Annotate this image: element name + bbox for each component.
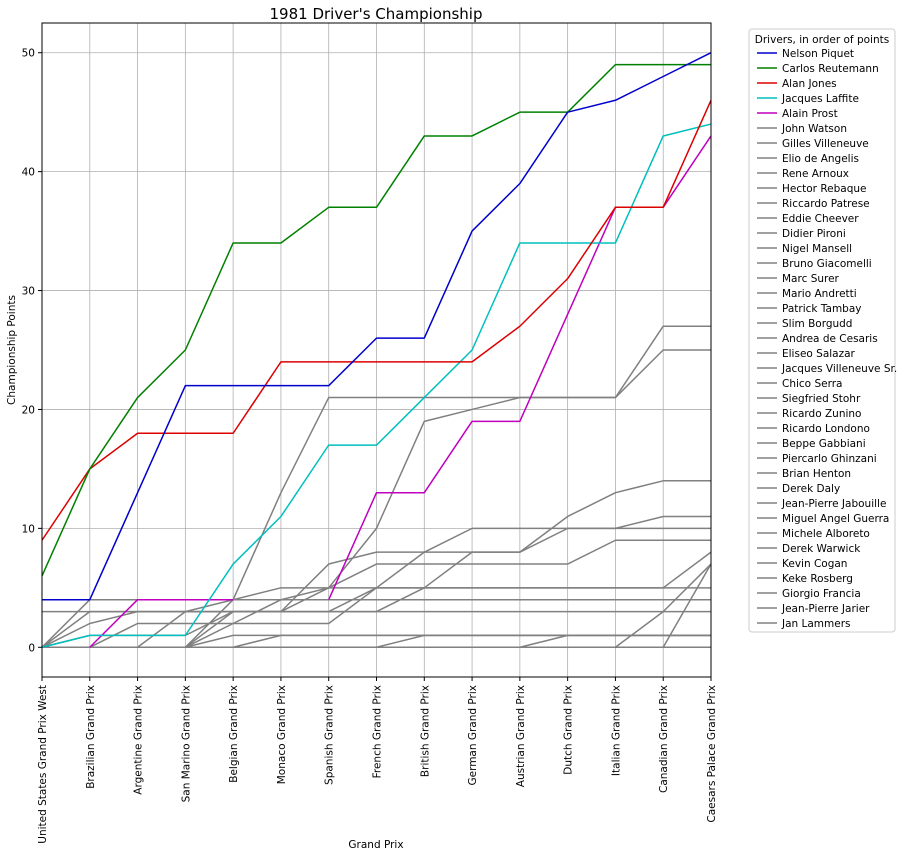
legend-frame xyxy=(748,28,896,633)
legend-label: Marc Surer xyxy=(782,273,840,285)
legend-label: John Watson xyxy=(781,123,847,135)
legend-label: Derek Daly xyxy=(782,483,840,495)
series-line xyxy=(41,123,712,648)
legend-label: Jean-Pierre Jabouille xyxy=(781,498,886,510)
x-tick-label: Caesars Palace Grand Prix xyxy=(706,685,718,823)
legend-label: Eliseo Salazar xyxy=(782,348,856,360)
legend-label: Piercarlo Ghinzani xyxy=(782,453,877,465)
series-line xyxy=(42,52,712,601)
x-tick-label: French Grand Prix xyxy=(372,685,384,778)
series-lines xyxy=(41,52,712,649)
legend-label: Nigel Mansell xyxy=(782,243,852,255)
legend-label: Gilles Villeneuve xyxy=(782,138,869,150)
legend-label: Ricardo Londono xyxy=(782,423,870,435)
series-line xyxy=(137,539,711,649)
x-tick-label: San Marino Grand Prix xyxy=(180,685,192,802)
legend-items: Nelson Piquet Carlos Reutemann Alan Jones J… xyxy=(757,48,897,630)
series-line xyxy=(41,63,711,577)
legend-label: Andrea de Cesaris xyxy=(782,333,878,345)
x-tick-label: Monaco Grand Prix xyxy=(276,685,288,784)
legend-label: Bruno Giacomelli xyxy=(782,258,872,270)
legend-label: Jacques Laffite xyxy=(781,93,859,105)
legend: Drivers, in order of points Nelson Pique… xyxy=(748,28,897,633)
x-tick-label: Belgian Grand Prix xyxy=(228,685,240,783)
x-axis-ticks: United States Grand Prix West Brazilian G… xyxy=(37,677,718,844)
y-axis-label: Championship Points xyxy=(6,295,18,405)
legend-label: Rene Arnoux xyxy=(782,168,849,180)
legend-label: Elio de Angelis xyxy=(782,153,859,165)
x-tick-label: Canadian Grand Prix xyxy=(658,685,670,793)
legend-label: Chico Serra xyxy=(782,378,842,390)
y-tick-label: 20 xyxy=(22,404,35,416)
legend-label: Slim Borgudd xyxy=(782,318,852,330)
legend-label: Keke Rosberg xyxy=(782,573,853,585)
legend-label: Miguel Angel Guerra xyxy=(782,513,889,525)
legend-label: Michele Alboreto xyxy=(782,528,870,540)
x-tick-label: Austrian Grand Prix xyxy=(515,685,527,787)
legend-label: Carlos Reutemann xyxy=(782,63,879,75)
legend-label: Jacques Villeneuve Sr. xyxy=(781,363,897,375)
legend-label: Alain Prost xyxy=(782,108,838,120)
y-tick-label: 10 xyxy=(22,523,35,535)
legend-label: Beppe Gabbiani xyxy=(782,438,866,450)
series-line xyxy=(41,99,712,541)
x-tick-label: Brazilian Grand Prix xyxy=(85,685,97,789)
series-line xyxy=(519,634,711,648)
legend-label: Didier Pironi xyxy=(782,228,846,240)
x-axis-label: Grand Prix xyxy=(348,839,403,851)
x-tick-label: British Grand Prix xyxy=(419,685,431,777)
y-tick-label: 50 xyxy=(22,48,35,60)
y-tick-label: 30 xyxy=(22,286,35,298)
legend-label: Ricardo Zunino xyxy=(782,408,861,420)
legend-label: Alan Jones xyxy=(782,78,837,90)
legend-label: Giorgio Francia xyxy=(782,588,861,600)
legend-label: Hector Rebaque xyxy=(782,183,867,195)
legend-label: Brian Henton xyxy=(782,468,851,480)
x-tick-label: Italian Grand Prix xyxy=(610,685,622,776)
legend-label: Mario Andretti xyxy=(782,288,857,300)
y-tick-label: 40 xyxy=(22,167,35,179)
y-axis-ticks: 0 10 20 30 40 50 xyxy=(22,48,42,654)
legend-label: Jan Lammers xyxy=(781,618,851,630)
x-tick-label: United States Grand Prix West xyxy=(37,685,49,844)
legend-label: Eddie Cheever xyxy=(782,213,859,225)
legend-title: Drivers, in order of points xyxy=(755,34,889,46)
legend-label: Nelson Piquet xyxy=(782,48,854,60)
legend-label: Derek Warwick xyxy=(782,543,861,555)
legend-label: Jean-Pierre Jarier xyxy=(781,603,870,615)
x-tick-label: Argentine Grand Prix xyxy=(133,685,145,795)
x-tick-label: German Grand Prix xyxy=(467,685,479,786)
chart-title: 1981 Driver's Championship xyxy=(270,5,483,23)
legend-label: Riccardo Patrese xyxy=(782,198,870,210)
legend-label: Siegfried Stohr xyxy=(782,393,861,405)
y-tick-label: 0 xyxy=(28,642,35,654)
legend-label: Patrick Tambay xyxy=(782,303,862,315)
legend-label: Kevin Cogan xyxy=(782,558,847,570)
x-tick-label: Dutch Grand Prix xyxy=(563,685,575,775)
x-tick-label: Spanish Grand Prix xyxy=(324,685,336,785)
